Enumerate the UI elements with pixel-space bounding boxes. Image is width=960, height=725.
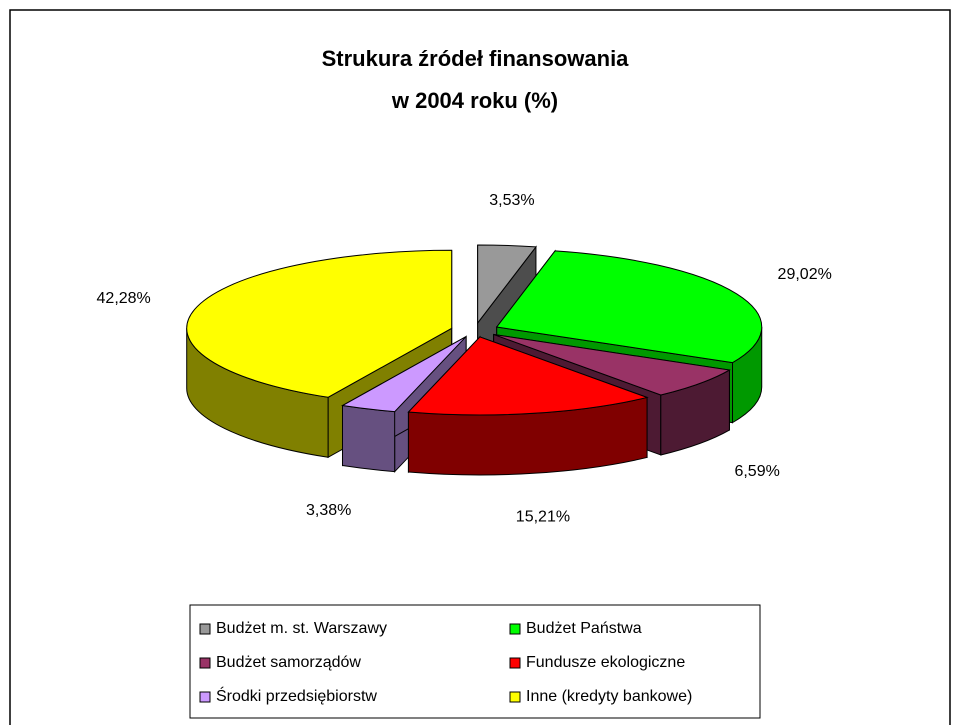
legend-label: Inne (kredyty bankowe) [526, 688, 692, 705]
chart-border [9, 9, 951, 725]
slice-top [340, 336, 467, 413]
data-label: 3,53% [489, 192, 534, 209]
chart-title: Strukura źródeł finansowania w 2004 roku… [321, 46, 629, 113]
slice-top [495, 250, 763, 364]
legend-swatch [509, 657, 521, 669]
slice [407, 335, 649, 476]
legend-swatch [199, 657, 211, 669]
legend-swatch [199, 623, 211, 635]
slice-top [186, 249, 453, 398]
legend-label: Środki przedsiębiorstw [216, 686, 377, 705]
slice-top [407, 336, 649, 416]
data-label: 29,02% [778, 266, 832, 283]
slice-side [341, 404, 396, 473]
data-label: 3,38% [306, 502, 351, 519]
legend-swatch [199, 691, 211, 703]
slice-top [493, 333, 731, 396]
legend-box [189, 604, 761, 719]
legend-label: Budżet samorządów [216, 654, 361, 671]
legend-label: Budżet m. st. Warszawy [216, 620, 387, 637]
legend-swatch [509, 623, 521, 635]
legend-label: Budżet Państwa [526, 620, 642, 637]
slice-top [477, 244, 537, 325]
legend-swatch [509, 691, 521, 703]
data-label: 15,21% [516, 509, 570, 526]
slice [186, 249, 453, 459]
legend-label: Fundusze ekologiczne [526, 654, 685, 671]
data-label: 6,59% [734, 463, 779, 480]
data-label: 42,28% [97, 290, 151, 307]
